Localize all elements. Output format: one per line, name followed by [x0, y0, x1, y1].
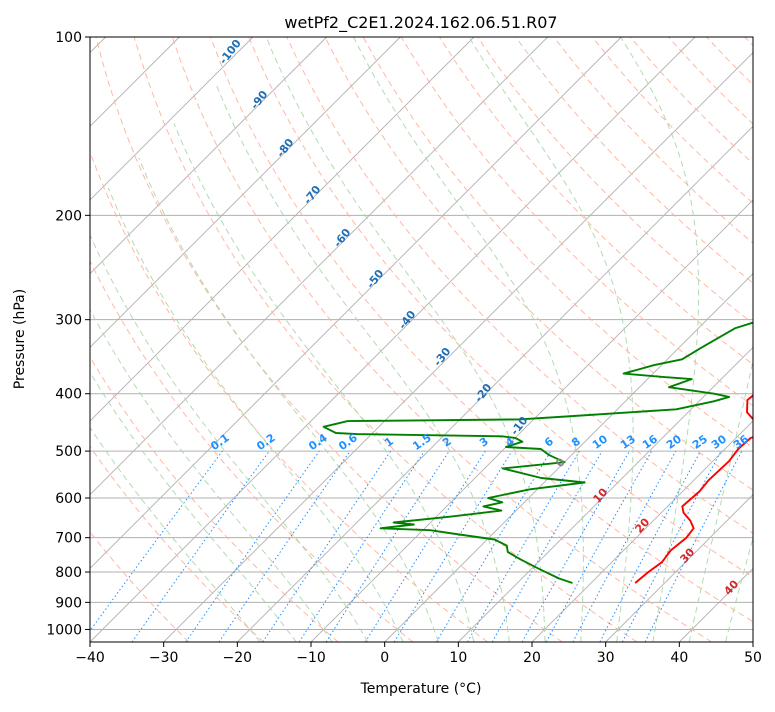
- mixing-ratio-line: [365, 451, 485, 642]
- dry-adiabat-label: -10: [508, 414, 531, 438]
- mixing-ratio-label: 6: [542, 434, 556, 449]
- moist-adiabat: [689, 37, 775, 642]
- dry-adiabat-label: -70: [301, 183, 324, 207]
- mixing-ratio-label: 0.4: [306, 431, 330, 453]
- mixing-ratio-line: [263, 451, 391, 642]
- isotherm-line: [458, 37, 775, 642]
- mixing-ratio-line: [573, 451, 676, 642]
- dry-adiabat-label: -50: [364, 267, 387, 291]
- dry-adiabat: [0, 37, 264, 642]
- isotherm-line: [164, 37, 769, 642]
- mixing-ratio-label: 25: [690, 432, 710, 451]
- x-axis-label: Temperature (°C): [360, 681, 482, 697]
- isotherm-line: [0, 37, 327, 642]
- dry-adiabat: [516, 37, 775, 642]
- y-axis-label: Pressure (hPa): [12, 289, 28, 389]
- mixing-ratio-line: [82, 451, 223, 642]
- mixing-ratio-label: 13: [618, 432, 638, 451]
- moist-adiabat-label: 40: [721, 577, 741, 597]
- mixing-ratio-line: [436, 451, 551, 642]
- plot-area: -100-90 -80-70 -60 -50 -40 -30 -20 -10 0.1 0.2 0.4…: [0, 37, 775, 642]
- mixing-ratio-line: [299, 451, 424, 642]
- isotherm-line: [753, 37, 775, 642]
- y-tick-label: 800: [55, 565, 82, 581]
- isotherm-line: [16, 37, 621, 642]
- moist-adiabat-label: 0: [553, 455, 568, 470]
- dry-adiabat-label: -40: [396, 308, 419, 332]
- dry-adiabat: [0, 37, 338, 642]
- x-tick-label: −10: [296, 650, 326, 666]
- moist-adiabat: [216, 84, 510, 642]
- y-tick-label: 300: [55, 313, 82, 329]
- dry-adiabat: [134, 37, 637, 642]
- x-tick-label: −20: [223, 650, 253, 666]
- isotherm-line: [0, 37, 253, 642]
- dry-adiabat-label: -80: [274, 136, 297, 160]
- chart-title: wetPf2_C2E1.2024.162.06.51.R07: [284, 13, 557, 33]
- y-tick-label: 600: [55, 491, 82, 507]
- isotherm-line: [237, 37, 775, 642]
- moist-adiabat: [469, 37, 633, 642]
- dry-adiabat-label: -30: [431, 345, 454, 369]
- mixing-ratio-line: [326, 451, 449, 642]
- dry-adiabat: [58, 37, 488, 642]
- x-tick-label: 40: [670, 650, 688, 666]
- y-tick-label: 700: [55, 531, 82, 547]
- y-tick-label: 200: [55, 208, 82, 224]
- dry-adiabat-label: -100: [217, 37, 244, 67]
- mixing-ratio-line: [600, 451, 701, 642]
- mixing-ratio-label: 1: [382, 435, 396, 450]
- y-tick-label: 400: [55, 387, 82, 403]
- mixing-ratio-label: 20: [664, 432, 684, 452]
- moist-adiabat-label: 10: [590, 485, 610, 505]
- dry-adiabat-label: -90: [248, 88, 271, 112]
- mixing-ratio-label: 10: [590, 432, 610, 452]
- x-tick-label: 50: [744, 650, 762, 666]
- mixing-ratio-label: 36: [731, 432, 751, 452]
- x-tick-label: 30: [597, 650, 615, 666]
- mixing-ratio-label: 0.1: [208, 431, 231, 453]
- dry-adiabat: [0, 37, 189, 642]
- dry-adiabat-label: -60: [331, 226, 354, 250]
- mixing-ratio-label: 8: [569, 435, 583, 450]
- x-tick-label: −40: [75, 650, 105, 666]
- mixing-ratio-line: [219, 451, 350, 642]
- isotherm-line: [90, 37, 695, 642]
- isotherm-line: [0, 37, 474, 642]
- moist-adiabat-label: 30: [677, 545, 697, 565]
- isotherm-line: [0, 37, 400, 642]
- moist-adiabat: [174, 124, 474, 642]
- mixing-ratio-label: 30: [709, 432, 729, 452]
- x-tick-label: 20: [523, 650, 541, 666]
- dry-adiabat: [554, 37, 775, 642]
- isotherm-line: [0, 37, 548, 642]
- x-tick-label: 0: [380, 650, 389, 666]
- moist-adiabat: [726, 37, 775, 642]
- x-tick-label: 10: [449, 650, 467, 666]
- moist-adiabat-label: 20: [632, 515, 652, 535]
- y-tick-label: 900: [55, 595, 82, 611]
- isotherm-line: [311, 37, 775, 642]
- moist-adiabat: [82, 215, 368, 642]
- y-tick-label: 100: [55, 30, 82, 46]
- mixing-ratio-label: 16: [640, 432, 660, 452]
- mixing-ratio-label: 0.2: [254, 431, 277, 453]
- isotherm-line: [532, 37, 775, 642]
- moist-adiabat: [108, 188, 403, 642]
- x-tick-label: −30: [149, 650, 179, 666]
- y-tick-label: 1000: [46, 622, 82, 638]
- dry-adiabat-label: -20: [472, 381, 495, 405]
- y-tick-label: 500: [55, 444, 82, 460]
- dry-adiabat: [20, 37, 413, 642]
